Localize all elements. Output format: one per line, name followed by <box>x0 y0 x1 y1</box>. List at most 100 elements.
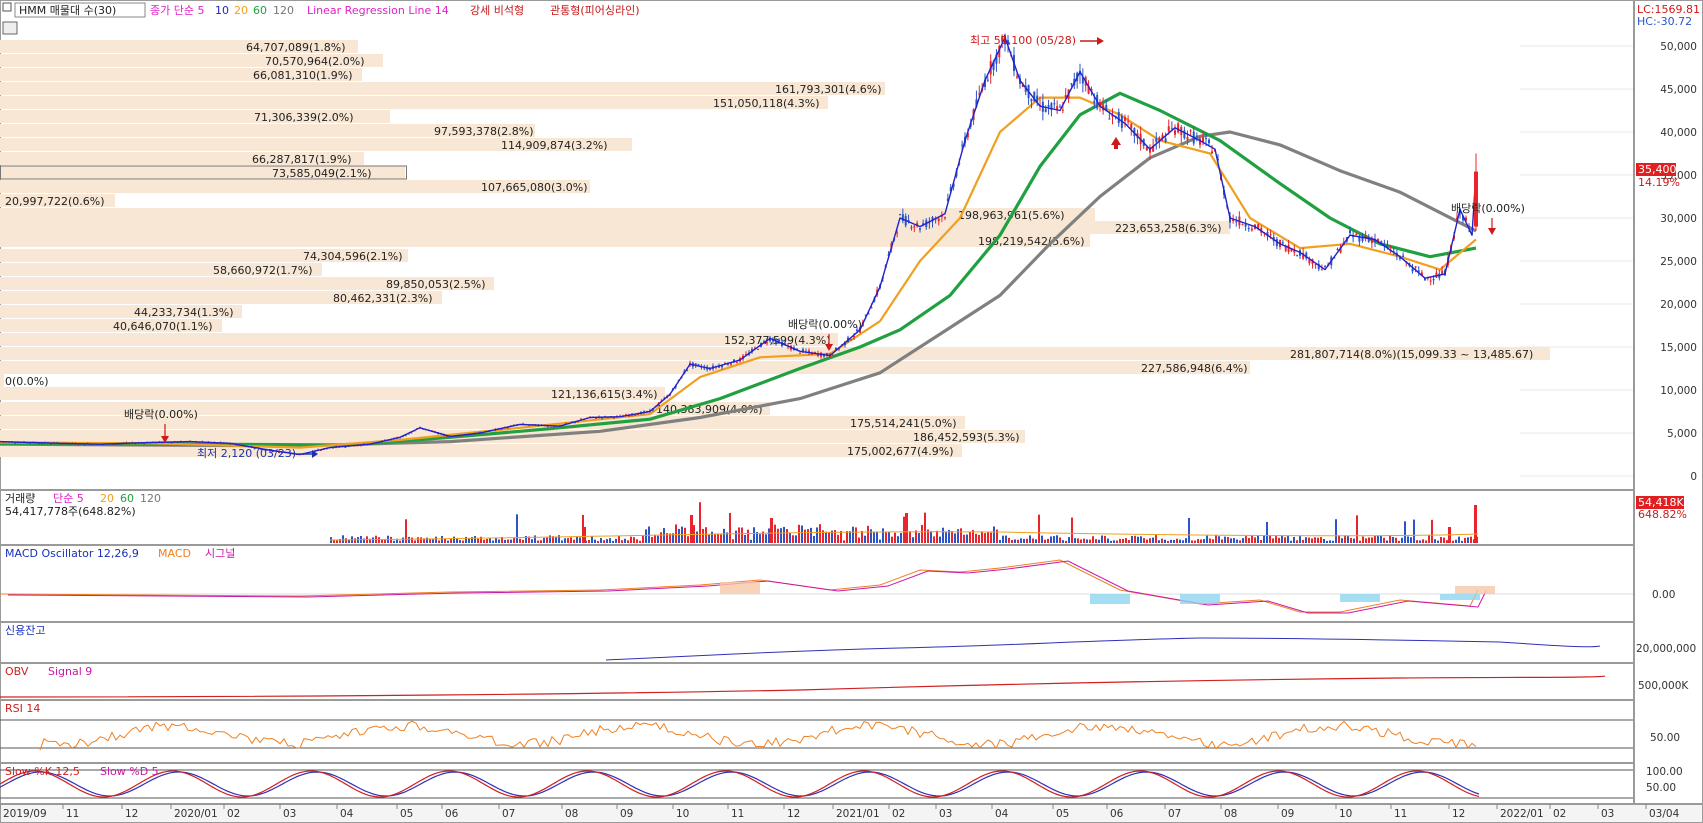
volume-profile-label: 64,707,089(1.8%) <box>246 41 346 54</box>
panel-toggle-icon[interactable] <box>2 2 12 12</box>
volume-bar <box>1275 536 1277 543</box>
volume-bar <box>942 527 944 543</box>
volume-profile-label: 121,136,615(3.4%) <box>551 388 658 401</box>
volume-bar <box>1374 535 1376 543</box>
candle-body <box>1432 279 1435 281</box>
legend-ma: 종가 단순 5 <box>150 4 204 17</box>
stoch-d-line <box>0 771 1480 797</box>
volume-bar <box>1107 538 1109 543</box>
volume-bar <box>615 538 617 543</box>
volume-bar <box>543 537 545 543</box>
volume-bar <box>1446 540 1448 543</box>
candle-body <box>1305 252 1308 259</box>
volume-profile-label: 152,377,599(4.3%) <box>724 334 831 347</box>
volume-bar <box>672 533 674 543</box>
candle-body <box>757 349 759 351</box>
candle-body <box>1333 257 1336 259</box>
volume-bar <box>843 540 845 543</box>
obv-panel <box>0 675 1606 698</box>
volume-bar <box>642 535 644 543</box>
volume-profile-label: 66,081,310(1.9%) <box>253 69 353 82</box>
volume-bar <box>1308 537 1310 543</box>
volume-bar <box>1242 538 1244 543</box>
volume-bar <box>849 531 851 543</box>
candle-body <box>769 337 771 342</box>
candle-body <box>461 435 463 437</box>
candle-body <box>1093 100 1096 103</box>
candle-body <box>1145 146 1148 151</box>
candle-body <box>1293 249 1296 253</box>
candle-body <box>686 369 689 371</box>
candle-body <box>407 433 410 435</box>
volume-bar <box>870 529 872 543</box>
candle-body <box>727 364 729 366</box>
obv-legend: Signal 9 <box>48 665 92 678</box>
volume-bar <box>510 539 512 543</box>
volume-profile-label: 0(0.0%) <box>5 375 49 388</box>
volume-last: 54,417,778주(648.82%) <box>5 505 136 518</box>
candle-body <box>1130 123 1133 129</box>
volume-bar <box>804 529 806 543</box>
volume-bar <box>1191 540 1193 543</box>
volume-profile-label: 175,002,677(4.9%) <box>847 445 954 458</box>
volume-bar <box>1377 535 1379 543</box>
volume-bar <box>912 537 914 543</box>
volume-profile-bar <box>0 110 390 123</box>
volume-bar <box>1146 539 1148 543</box>
volume-bar <box>888 531 890 543</box>
volume-bar <box>555 536 557 543</box>
volume-bar <box>531 539 533 543</box>
candle-body <box>229 443 231 445</box>
table-icon[interactable] <box>2 21 18 35</box>
volume-profile-bar <box>0 374 4 387</box>
volume-bar <box>783 526 785 543</box>
volume-bar <box>996 529 998 543</box>
candle-body <box>259 448 262 450</box>
volume-bar <box>501 537 503 543</box>
volume-bar <box>1149 538 1151 543</box>
volume-bar <box>759 534 761 543</box>
volume-bar <box>1392 536 1394 543</box>
volume-bar <box>465 536 467 543</box>
volume-bar <box>1362 536 1364 543</box>
volume-bar <box>381 539 383 543</box>
volume-bar <box>609 538 611 543</box>
volume-bar <box>1356 515 1358 543</box>
candle-body <box>870 307 873 309</box>
volume-bar <box>567 538 569 543</box>
volume-bar <box>774 524 776 543</box>
dividend-annotation-3: 배당락(0.00%) <box>1451 202 1525 215</box>
volume-bar <box>1206 535 1208 543</box>
volume-bar <box>471 537 473 543</box>
volume-bar <box>336 539 338 543</box>
candle-body <box>1302 252 1305 259</box>
volume-bar <box>1011 539 1013 543</box>
volume-bar <box>462 540 464 543</box>
volume-bar <box>699 502 701 543</box>
volume-bar <box>687 536 689 543</box>
volume-bar <box>879 539 881 543</box>
candle-body <box>1424 278 1426 281</box>
macd-legend-macd: MACD <box>158 547 191 560</box>
candle-body <box>1117 111 1120 124</box>
volume-bar <box>1224 536 1226 543</box>
volume-bar <box>1068 537 1070 543</box>
candle-body <box>577 421 579 423</box>
candle-body <box>867 313 870 315</box>
candle-body <box>1232 218 1235 222</box>
volume-bar <box>579 537 581 543</box>
volume-bar <box>513 537 515 543</box>
volume-bar <box>612 540 614 543</box>
candle-body <box>1317 263 1320 270</box>
volume-profile-label: 186,452,593(5.3%) <box>913 431 1020 444</box>
price-badge <box>1636 163 1676 176</box>
volume-profile-label: 58,660,972(1.7%) <box>213 264 313 277</box>
volume-bar <box>1218 536 1220 543</box>
volume-bar <box>504 539 506 543</box>
candle-body <box>975 99 978 107</box>
candle-body <box>1284 246 1287 251</box>
candle-body <box>718 365 720 368</box>
volume-bar <box>522 539 524 543</box>
price-badge-pct: 14.19% <box>1638 176 1680 189</box>
